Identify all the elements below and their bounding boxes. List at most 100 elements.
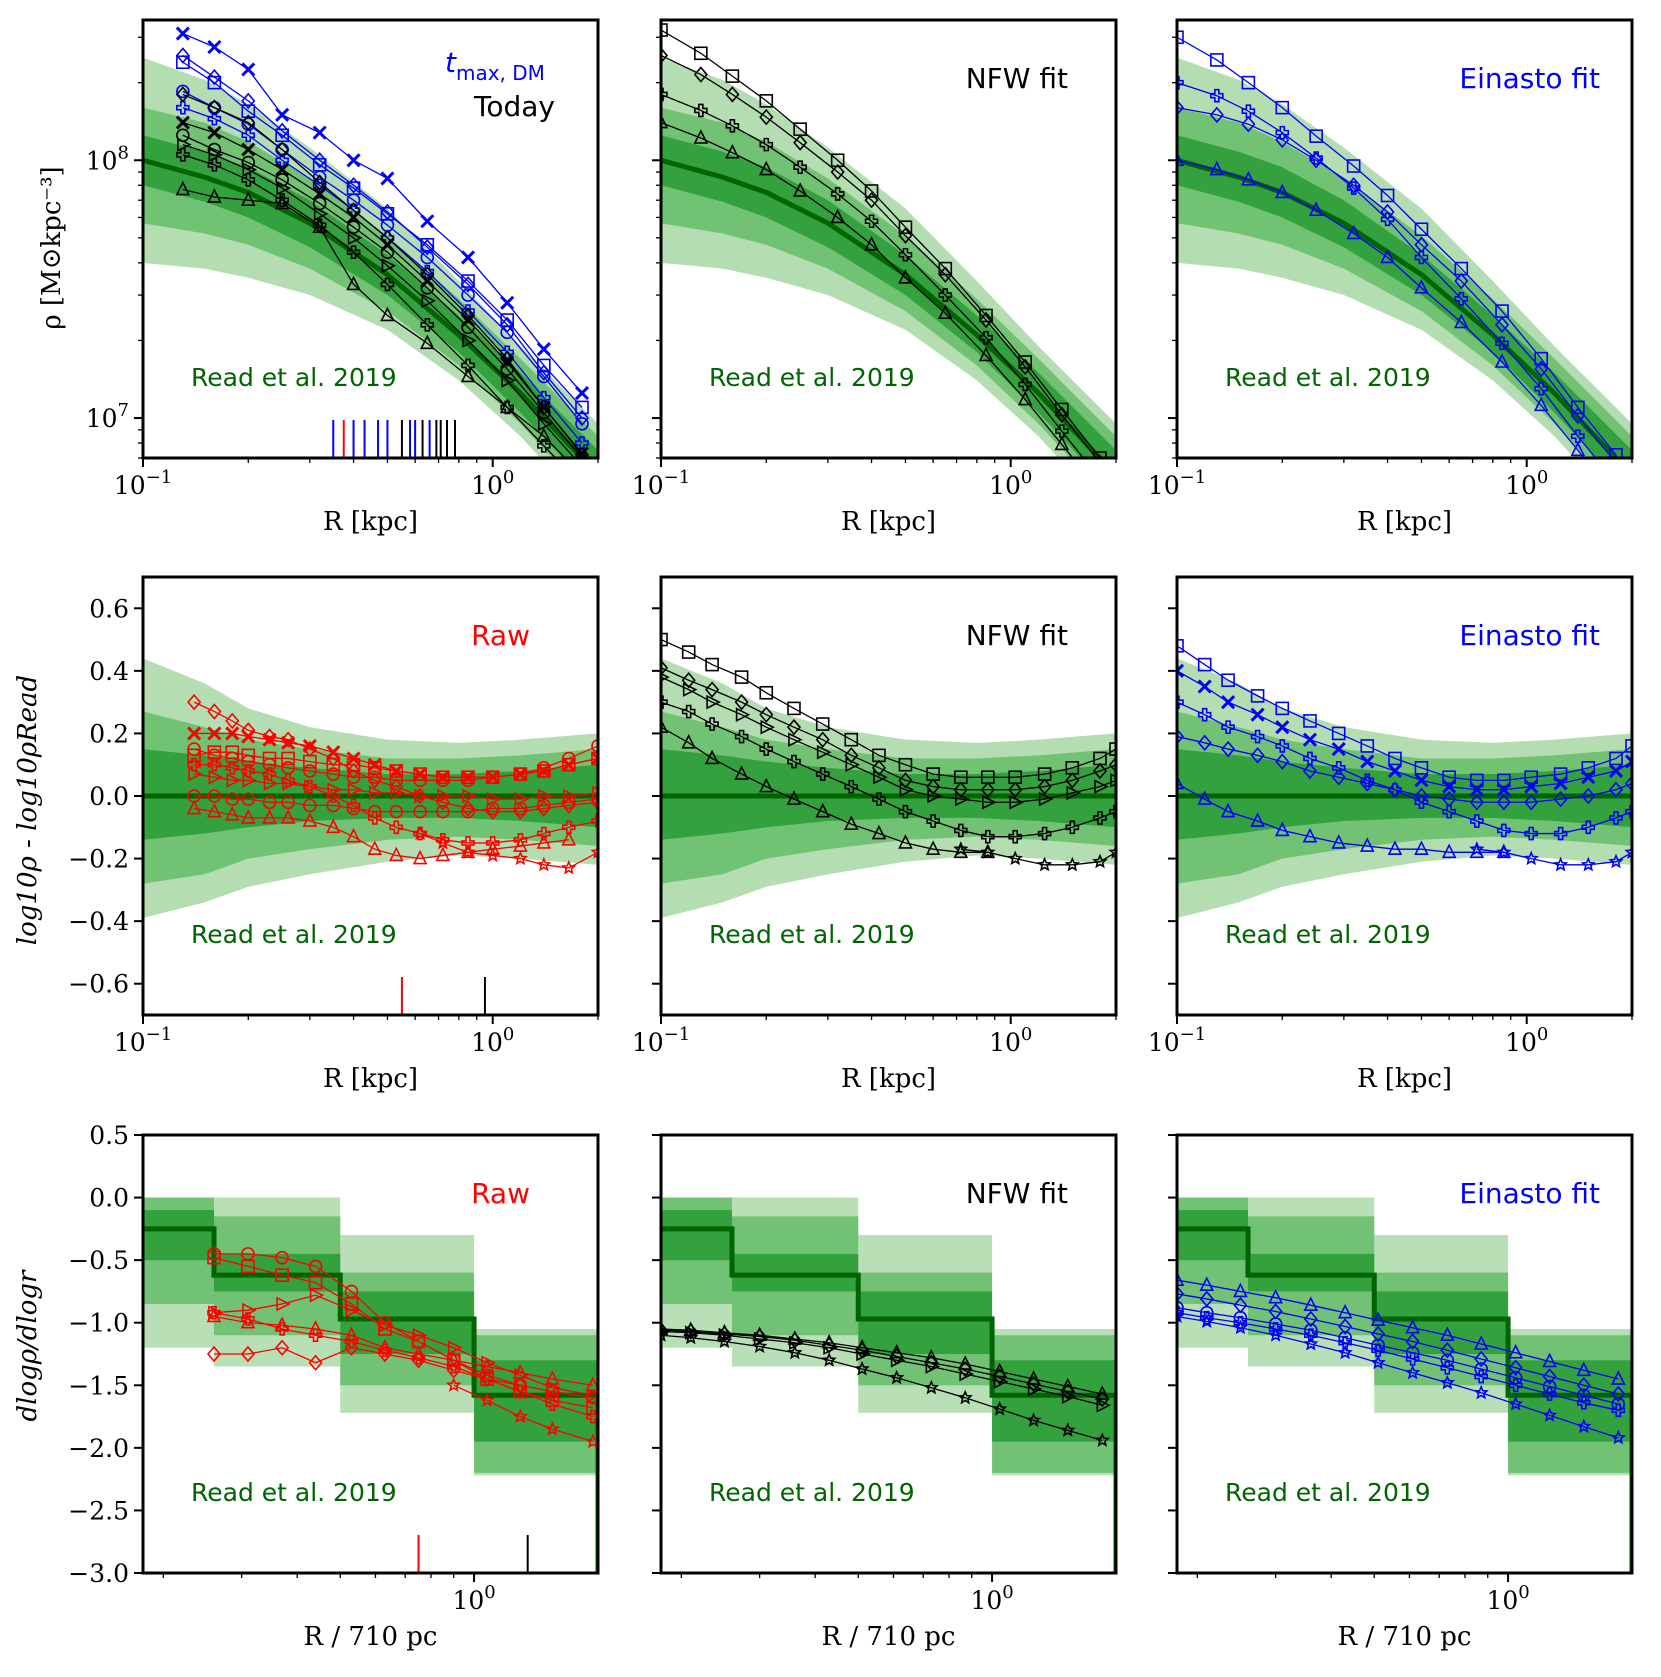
series-blue-cross — [1177, 663, 1632, 797]
y-tick-label: −2.0 — [68, 1434, 129, 1463]
point-blue-star — [1541, 1407, 1558, 1422]
point-red-plus — [207, 757, 222, 772]
y-ticks — [652, 1134, 661, 1574]
point-red-triangle — [240, 809, 256, 824]
y-ticks — [652, 607, 661, 985]
panel-row1-col1: 10−1 100 R [kpc] 107 108 tmax, DM Today Read et… — [86, 18, 600, 537]
point-black-triangle — [661, 718, 669, 733]
point-black-square — [898, 757, 913, 772]
point-black-plus — [1109, 804, 1116, 819]
point-blue-circle — [346, 193, 361, 207]
point-red-triangle-right — [437, 788, 452, 804]
point-red-circle — [413, 804, 427, 819]
x-tick-label: 10−1 — [1148, 1024, 1206, 1057]
point-red-square — [591, 751, 598, 766]
point-black-diamond — [175, 86, 190, 103]
point-blue-triangle — [1370, 1311, 1386, 1327]
point-black-triangle-right — [873, 769, 888, 785]
einasto-label: Einasto fit — [1459, 62, 1600, 95]
series-line-blue-triangle — [1177, 1279, 1619, 1380]
point-blue-cross — [536, 342, 551, 357]
point-black-diamond — [1092, 762, 1108, 780]
y-ticks — [1168, 607, 1177, 985]
point-black-diamond — [1060, 1383, 1075, 1400]
point-black-diamond — [312, 174, 327, 191]
point-blue-diamond — [1309, 152, 1324, 169]
point-black-diamond — [683, 1323, 698, 1340]
point-blue-triangle — [1405, 1318, 1420, 1334]
point-red-hexagon — [461, 773, 475, 788]
point-black-diamond — [1095, 1390, 1110, 1408]
point-red-triangle — [561, 831, 577, 846]
y-tick-label: −2.5 — [68, 1496, 129, 1525]
point-black-plus — [694, 103, 708, 118]
x-axis-label: R [kpc] — [1357, 507, 1452, 537]
point-black-circle — [380, 245, 395, 259]
point-blue-cross — [1177, 663, 1185, 678]
point-black-triangle — [207, 188, 222, 203]
point-black-diamond — [926, 778, 941, 795]
point-red-hexagon — [346, 770, 361, 785]
read-band1 — [143, 135, 598, 458]
point-blue-diamond — [1508, 1359, 1523, 1376]
point-blue-plus — [1309, 151, 1323, 165]
point-black-plus — [1037, 826, 1052, 841]
point-red-star — [460, 844, 476, 859]
point-red-plus — [346, 798, 361, 813]
read-band1 — [1177, 135, 1632, 458]
point-black-star — [1007, 850, 1023, 866]
point-blue-diamond — [1209, 106, 1224, 124]
point-blue-circle — [1542, 1379, 1557, 1394]
point-red-triangle — [367, 840, 383, 855]
point-black-triangle — [792, 182, 808, 197]
point-blue-circle — [176, 84, 190, 99]
series-line-black-star — [960, 848, 1116, 866]
point-blue-diamond — [1469, 794, 1484, 811]
point-blue-plus — [1331, 761, 1346, 775]
point-blue-triangle — [1473, 1335, 1489, 1350]
point-blue-plus — [1454, 292, 1469, 306]
plot-area — [1177, 639, 1632, 919]
point-red-cross — [241, 729, 256, 744]
y-tick-label: −3.0 — [68, 1559, 129, 1588]
point-red-triangle — [274, 1316, 290, 1332]
point-blue-cross — [1553, 776, 1568, 791]
nfw-label: NFW fit — [966, 62, 1068, 95]
point-red-cross — [281, 735, 296, 750]
series-line-blue-square — [1177, 36, 1617, 456]
x-axis-label: R / 710 pc — [822, 1622, 956, 1652]
point-red-diamond — [513, 803, 528, 820]
point-red-plus — [262, 767, 277, 781]
series-black-circle — [176, 128, 589, 458]
point-black-diamond — [661, 47, 669, 64]
point-red-cross — [207, 726, 222, 741]
point-black-triangle-right — [899, 782, 915, 798]
point-black-triangle-right — [955, 791, 970, 807]
point-red-square — [303, 754, 317, 769]
series-line-red-star — [453, 1384, 594, 1443]
x-axis-label: R [kpc] — [841, 1064, 936, 1094]
point-black-plus — [981, 829, 995, 844]
point-red-triangle-right — [304, 779, 319, 794]
point-black-star — [1036, 856, 1053, 872]
point-red-plus — [513, 1384, 528, 1399]
read-band1-step — [1508, 1360, 1632, 1442]
point-red-triangle — [585, 1376, 598, 1392]
point-blue-cross — [420, 214, 435, 229]
point-blue-square — [1331, 726, 1346, 741]
axes-frame — [141, 1133, 600, 1575]
x-axis-label: R [kpc] — [1357, 1064, 1452, 1094]
x-axis-label: R [kpc] — [323, 1064, 418, 1094]
point-blue-plus — [1380, 212, 1395, 227]
raw-label: Raw — [471, 1177, 530, 1210]
point-blue-circle — [537, 369, 551, 384]
point-red-triangle-right — [462, 788, 477, 804]
point-blue-cross — [500, 295, 515, 310]
point-blue-diamond — [1302, 762, 1318, 780]
point-black-triangle-right — [789, 1335, 804, 1351]
point-black-triangle-right — [925, 1359, 941, 1374]
y-tick-label: −1.5 — [68, 1371, 129, 1400]
point-black-triangle-right — [1110, 773, 1116, 788]
raw-label: Raw — [471, 619, 530, 652]
point-black-diamond — [898, 772, 913, 789]
